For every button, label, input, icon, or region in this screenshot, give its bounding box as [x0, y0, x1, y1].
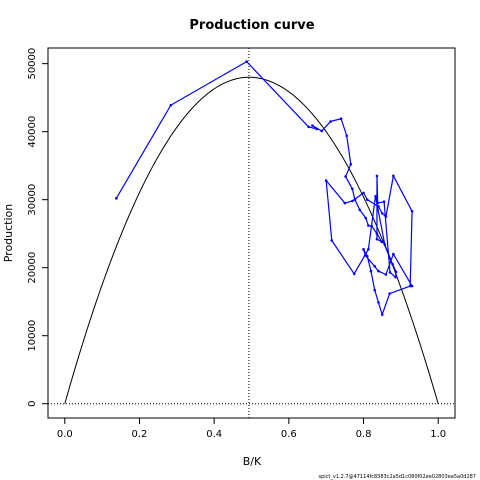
x-tick-label: 1.0: [430, 429, 446, 440]
series-point: [377, 205, 380, 208]
series-point: [329, 120, 332, 123]
series-point: [349, 163, 353, 166]
series-point: [367, 248, 370, 251]
series-point: [377, 269, 380, 273]
series-point: [339, 117, 343, 121]
series-point: [374, 194, 377, 198]
series-point: [382, 200, 386, 204]
plot-frame: [47, 47, 456, 419]
series-point: [352, 272, 356, 276]
series-point: [384, 215, 388, 218]
y-tick-label: 40000: [27, 116, 38, 148]
series-point: [351, 187, 354, 191]
series-point: [391, 262, 394, 266]
series-point: [375, 232, 379, 235]
series-point: [245, 60, 248, 63]
series-point: [315, 127, 319, 131]
series-point: [392, 174, 395, 178]
series-point: [330, 239, 334, 242]
x-axis: 0.0 0.2 0.4 0.6 0.8 1.0: [57, 418, 446, 440]
series-point: [344, 175, 347, 178]
series-point: [364, 254, 367, 257]
series-point: [367, 224, 370, 227]
series-point: [358, 208, 362, 212]
series-point: [115, 197, 118, 200]
series-point: [376, 201, 380, 205]
series-point: [311, 124, 314, 127]
series-point: [351, 199, 354, 203]
series-point: [307, 125, 310, 129]
series-point: [384, 273, 388, 276]
series-point: [320, 129, 323, 133]
y-tick-label: 20000: [27, 252, 38, 284]
series-line-0: [115, 60, 413, 317]
y-tick-label: 50000: [27, 48, 38, 80]
series-point: [373, 288, 377, 292]
series-point: [410, 209, 414, 213]
x-tick-label: 0.2: [132, 429, 148, 440]
y-tick-label: 0: [27, 401, 38, 407]
series-point: [394, 275, 397, 279]
x-axis-label: B/K: [243, 455, 262, 468]
series-point: [388, 292, 391, 295]
series-point: [369, 269, 373, 273]
series-point: [364, 216, 368, 220]
series-point: [375, 174, 379, 178]
series-point: [410, 284, 414, 288]
x-tick-label: 0.8: [356, 429, 372, 440]
series-point: [353, 198, 357, 201]
x-tick-label: 0.6: [281, 429, 297, 440]
series-point: [345, 134, 349, 138]
x-tick-label: 0.0: [57, 429, 73, 440]
series-point: [380, 240, 384, 244]
series-point: [324, 179, 328, 182]
series-point: [388, 271, 392, 274]
series-point: [373, 265, 377, 268]
series-point: [343, 201, 347, 205]
chart-title: Production curve: [189, 18, 314, 33]
series-point: [169, 103, 173, 107]
footer-version-text: spict_v1.2.7@47114fc8383c2a5d1c080f02ee0…: [319, 474, 477, 480]
x-tick-label: 0.4: [206, 429, 222, 440]
plot-area: [48, 48, 455, 418]
series-point: [370, 224, 374, 228]
series-point: [362, 191, 365, 195]
series-point: [362, 248, 365, 251]
series-point: [394, 270, 398, 274]
series-point: [365, 198, 369, 201]
series-point: [408, 284, 412, 288]
series-point: [380, 313, 384, 316]
series-point: [375, 237, 379, 241]
series-point: [377, 301, 380, 304]
y-axis: 0 10000 20000 30000 40000 50000: [27, 48, 48, 407]
y-tick-label: 30000: [27, 184, 38, 216]
series-point: [383, 243, 387, 246]
y-tick-label: 10000: [27, 320, 38, 352]
production-curve-line: [64, 76, 439, 404]
series-point: [380, 211, 384, 215]
series-point: [392, 252, 395, 256]
y-axis-label: Production: [2, 204, 15, 263]
